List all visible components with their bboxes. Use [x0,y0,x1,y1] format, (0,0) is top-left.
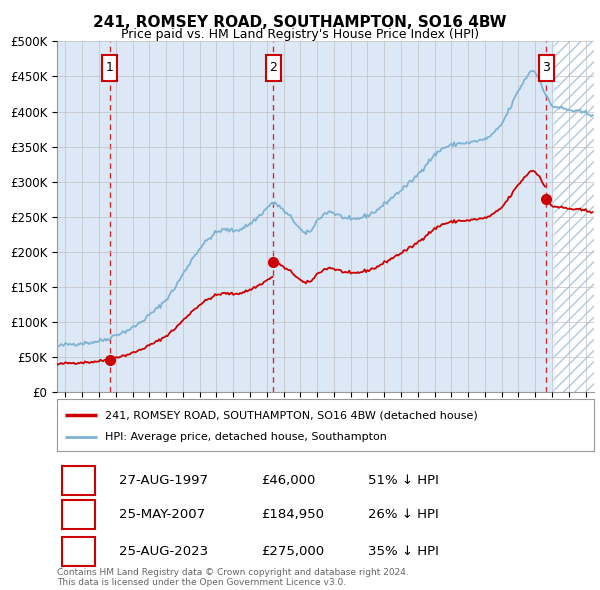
Bar [552,41,594,392]
FancyBboxPatch shape [62,537,95,566]
Text: 25-AUG-2023: 25-AUG-2023 [119,545,208,558]
Text: 241, ROMSEY ROAD, SOUTHAMPTON, SO16 4BW (detached house): 241, ROMSEY ROAD, SOUTHAMPTON, SO16 4BW … [106,410,478,420]
Text: 2: 2 [74,508,83,522]
FancyBboxPatch shape [103,55,118,81]
FancyBboxPatch shape [266,55,281,81]
Text: 2: 2 [269,61,277,74]
Text: 27-AUG-1997: 27-AUG-1997 [119,474,208,487]
Text: 3: 3 [74,545,83,558]
FancyBboxPatch shape [62,500,95,529]
Text: £184,950: £184,950 [261,508,324,522]
Text: 1: 1 [74,474,83,487]
Text: 35% ↓ HPI: 35% ↓ HPI [368,545,439,558]
Text: 26% ↓ HPI: 26% ↓ HPI [368,508,439,522]
Bar [544,41,554,392]
FancyBboxPatch shape [62,466,95,494]
Text: 25-MAY-2007: 25-MAY-2007 [119,508,205,522]
Text: 51% ↓ HPI: 51% ↓ HPI [368,474,439,487]
Text: HPI: Average price, detached house, Southampton: HPI: Average price, detached house, Sout… [106,432,387,442]
Text: 3: 3 [542,61,550,74]
Text: £46,000: £46,000 [261,474,316,487]
Text: Contains HM Land Registry data © Crown copyright and database right 2024.
This d: Contains HM Land Registry data © Crown c… [57,568,409,587]
Bar [552,41,594,392]
FancyBboxPatch shape [539,55,554,81]
Text: 1: 1 [106,61,114,74]
Text: 241, ROMSEY ROAD, SOUTHAMPTON, SO16 4BW: 241, ROMSEY ROAD, SOUTHAMPTON, SO16 4BW [93,15,507,30]
Text: Price paid vs. HM Land Registry's House Price Index (HPI): Price paid vs. HM Land Registry's House … [121,28,479,41]
Text: £275,000: £275,000 [261,545,324,558]
